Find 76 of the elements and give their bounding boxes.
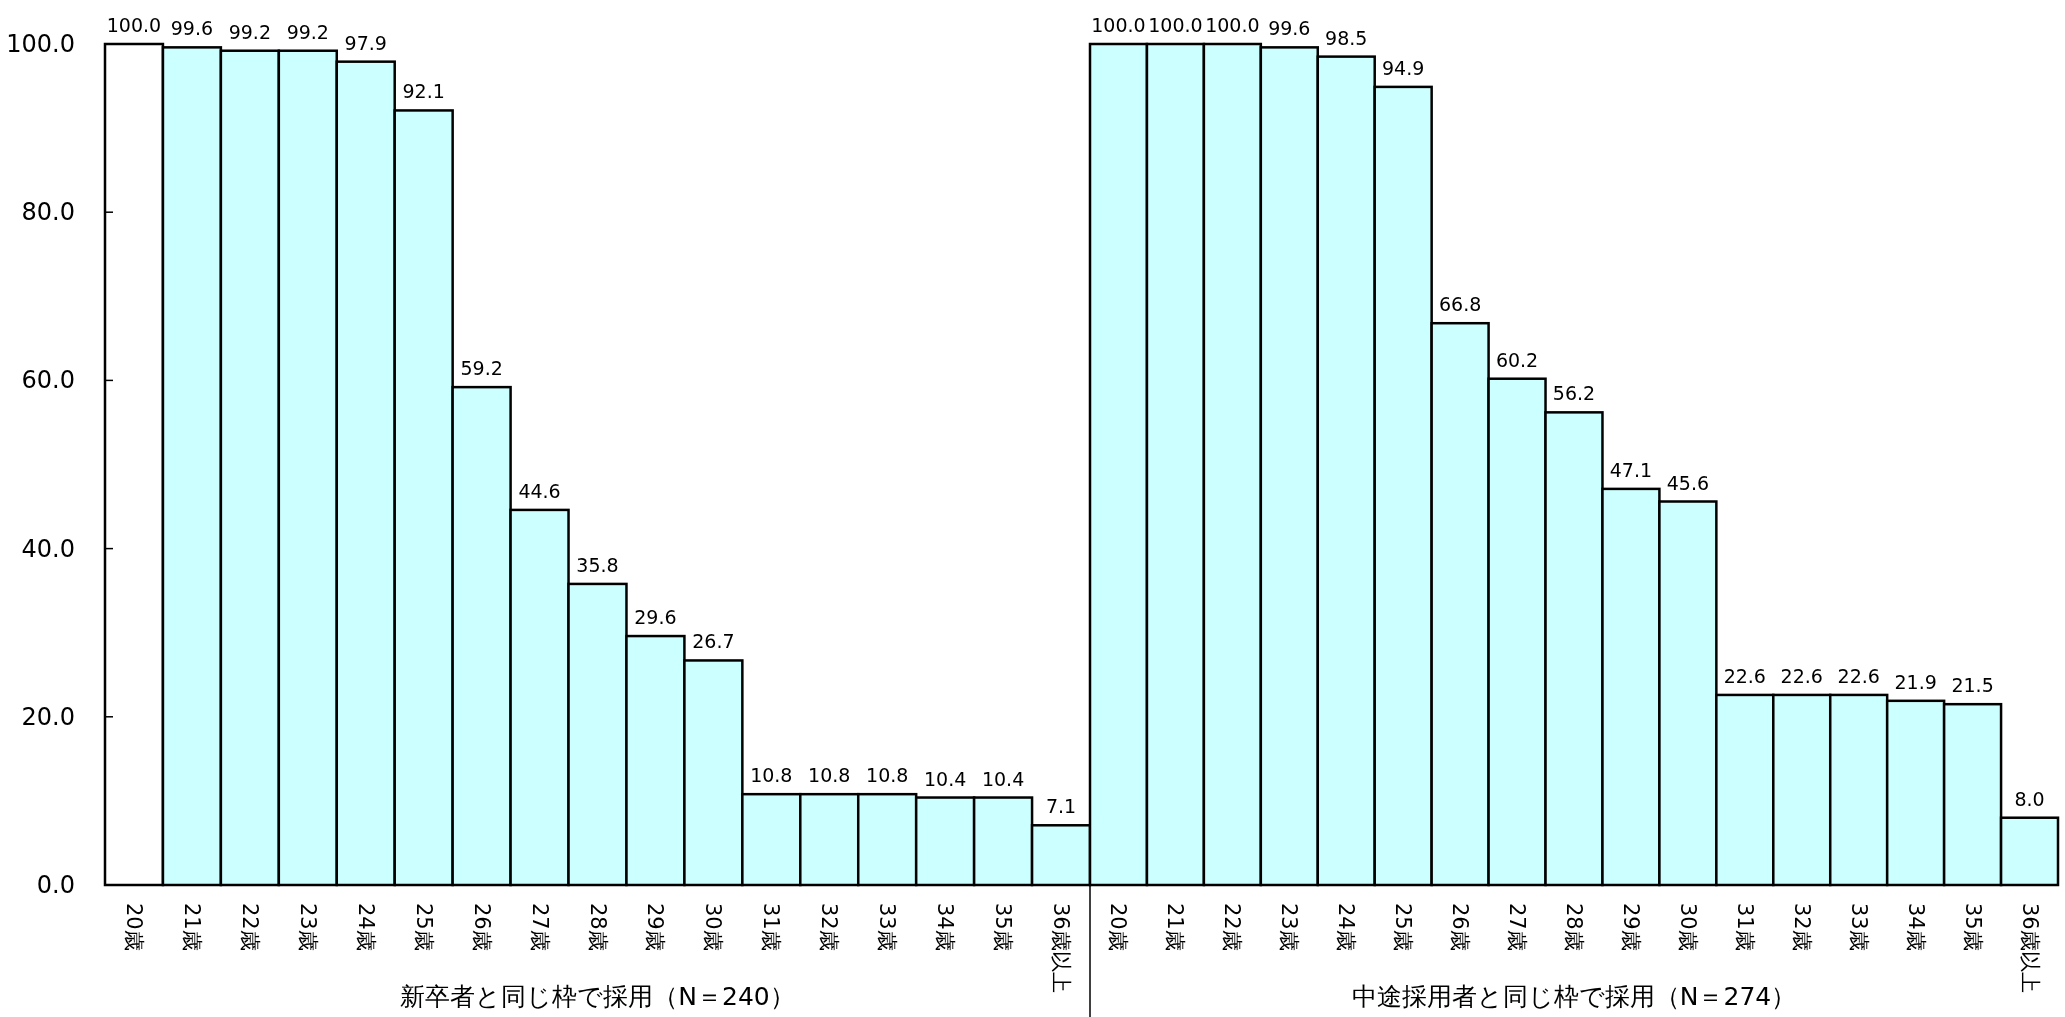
data-label: 10.4 [981,767,1025,790]
data-label: 26.7 [692,630,735,653]
x-tick-label: 34歳 [1903,903,1928,951]
data-label: 98.5 [1325,26,1368,49]
x-tick-label: 21歳 [1163,903,1188,951]
data-label: 47.1 [1609,458,1653,481]
data-label: 10.8 [750,764,793,787]
y-tick-label: 40.0 [21,534,75,563]
data-label: 100.0 [1148,14,1203,36]
x-tick-label: 25歳 [1391,903,1416,951]
x-tick-label: 26歳 [1448,903,1473,951]
x-tick-label: 26歳 [469,903,494,951]
x-tick-label: 21歳 [179,903,204,951]
x-tick-label: 36歳以上 [2017,903,2042,993]
data-label: 44.6 [518,479,561,502]
x-axis-title: 新卒者と同じ枠で採用（N＝240） [400,982,795,1011]
x-tick-label: 22歳 [1220,903,1245,951]
x-tick-label: 35歳 [991,903,1016,951]
data-label: 97.9 [344,31,387,54]
data-label: 22.6 [1780,664,1823,687]
data-label: 10.8 [866,764,909,787]
y-tick-label: 20.0 [21,702,75,731]
x-tick-label: 27歳 [1505,903,1530,951]
data-label: 22.6 [1723,664,1766,687]
data-label: 45.6 [1666,471,1710,494]
x-tick-label: 25歳 [411,903,436,951]
x-tick-label: 36歳以上 [1049,903,1074,993]
x-tick-label: 24歳 [1334,903,1359,951]
data-label: 66.8 [1438,293,1482,316]
x-tick-label: 29歳 [1618,903,1643,951]
x-tick-label: 28歳 [585,903,610,951]
x-tick-label: 35歳 [1960,903,1985,951]
x-tick-label: 28歳 [1562,903,1586,951]
x-tick-label: 32歳 [817,903,842,951]
data-label: 10.8 [808,764,851,787]
data-label: 94.9 [1382,56,1425,79]
x-tick-label: 33歳 [1846,903,1871,951]
data-label: 10.4 [923,767,967,790]
data-label: 92.1 [402,80,445,103]
y-tick-label: 100.0 [6,30,75,58]
y-tick-label: 80.0 [21,198,75,227]
x-tick-label: 20歳 [1106,903,1131,951]
data-label: 59.2 [460,357,503,380]
data-label: 7.1 [1045,795,1077,818]
x-tick-label: 31歳 [1732,903,1757,951]
x-tick-label: 23歳 [295,903,320,951]
x-tick-label: 23歳 [1277,903,1302,951]
data-label: 99.2 [286,20,329,43]
x-tick-label: 20歳 [121,903,146,951]
y-tick-label: 60.0 [21,366,75,395]
data-label: 21.5 [1951,674,1994,697]
x-tick-label: 24歳 [353,903,378,951]
x-axis-title: 中途採用者と同じ枠で採用（N＝274） [1351,982,1797,1011]
x-tick-label: 22歳 [237,903,262,951]
x-tick-label: 32歳 [1789,903,1814,951]
data-label: 35.8 [576,553,619,576]
x-tick-label: 29歳 [643,903,668,951]
data-label: 8.0 [2014,787,2045,810]
data-label: 22.6 [1837,664,1880,687]
x-tick-label: 30歳 [1675,903,1700,951]
data-label: 21.9 [1894,670,1937,693]
data-label: 100.0 [106,14,162,36]
y-tick-label: 0.0 [36,871,75,899]
data-label: 100.0 [1091,14,1146,36]
data-label: 60.2 [1495,348,1539,371]
data-label: 29.6 [634,606,677,629]
x-tick-label: 27歳 [527,903,552,951]
x-tick-label: 34歳 [933,903,958,951]
x-tick-label: 33歳 [875,903,900,951]
data-label: 99.6 [1268,17,1311,40]
data-label: 100.0 [1205,14,1260,36]
data-label: 99.6 [170,17,214,40]
x-tick-label: 31歳 [759,903,784,951]
data-label: 56.2 [1552,382,1596,405]
data-label: 99.2 [228,20,272,43]
x-tick-label: 30歳 [701,903,726,951]
